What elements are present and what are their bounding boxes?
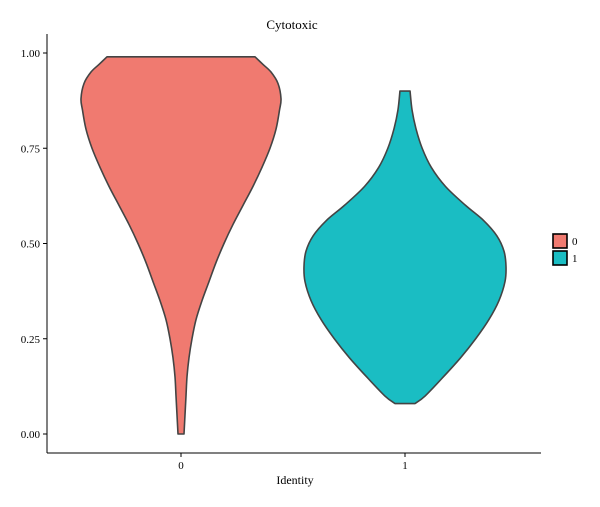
violin-0 (80, 56, 282, 435)
y-tick-label: 1.00 (21, 48, 41, 60)
legend-swatch-1 (552, 250, 568, 266)
legend-label-0: 0 (572, 236, 578, 248)
x-tick-label: 0 (178, 460, 184, 472)
y-axis: 0.00 0.25 0.50 0.75 1.00 (21, 34, 48, 453)
legend-swatch-0 (552, 233, 568, 249)
violins (80, 56, 507, 435)
y-tick-label: 0.25 (21, 334, 41, 346)
legend: 01 (552, 233, 578, 266)
legend-label-1: 1 (572, 253, 578, 265)
x-axis: 0 1 Identity (47, 452, 541, 487)
violin-1 (303, 90, 507, 405)
y-tick-label: 0.75 (21, 143, 41, 155)
y-tick-label: 0.00 (21, 429, 41, 441)
chart-title: Cytotoxic (266, 17, 318, 32)
y-tick-label: 0.50 (21, 239, 41, 251)
x-tick-label: 1 (402, 460, 408, 472)
x-axis-label: Identity (276, 473, 313, 487)
